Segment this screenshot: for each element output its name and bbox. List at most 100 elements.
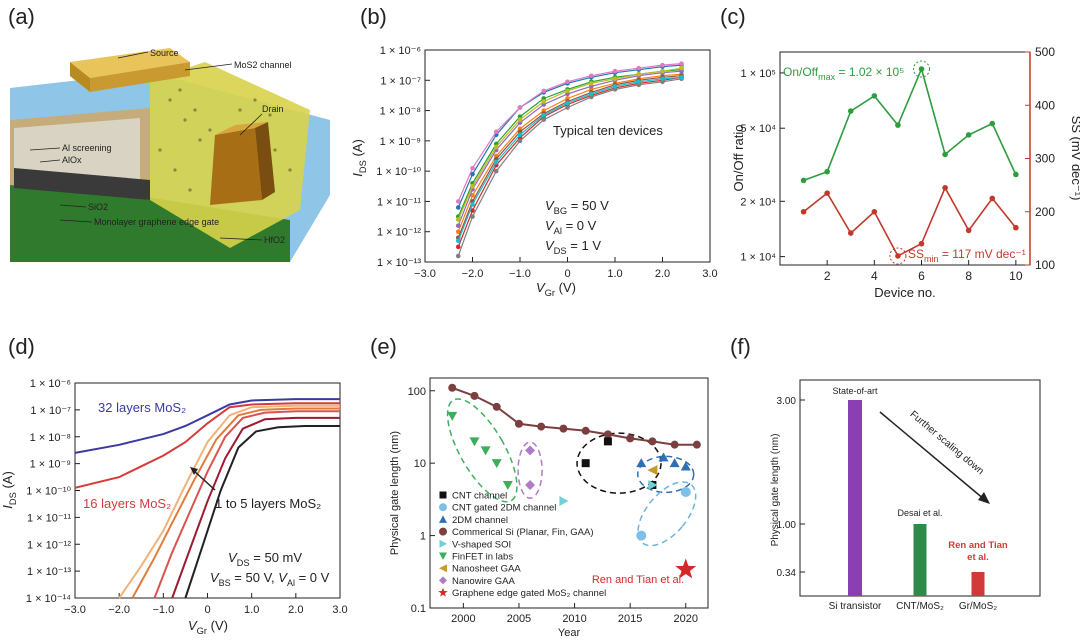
legend-icon-e xyxy=(439,527,447,536)
condition-vbs-d: VBS = 50 V, VAl = 0 V xyxy=(210,570,330,588)
commercial-si-point-e xyxy=(626,434,635,443)
x-tick-label-e: 2020 xyxy=(674,613,698,625)
panel-e-chart: 0.1 1 10 100 2000 2005 2010 2015 2020 Ren and Tia… xyxy=(389,377,709,639)
onoff-point-c xyxy=(942,151,948,158)
category-label-f: Gr/MoS₂ xyxy=(959,601,997,612)
transfer-curve-d xyxy=(74,398,340,454)
data-point-b xyxy=(455,223,461,228)
data-point-b xyxy=(636,79,642,85)
data-point-b xyxy=(679,61,684,66)
bar-f xyxy=(913,524,927,596)
y-tick-label-d: 1 × 10⁻¹³ xyxy=(27,566,71,578)
data-point-b xyxy=(470,165,475,171)
y-axis-label-f: Physical gate length (nm) xyxy=(770,434,781,547)
data-point-b xyxy=(493,129,499,135)
onoff-point-c xyxy=(824,168,830,175)
y-tick-label-b: 1 × 10⁻⁷ xyxy=(380,75,421,87)
y-tick-label-d: 1 × 10⁻⁶ xyxy=(30,378,71,390)
ellipse-cnt-gated-e xyxy=(637,481,697,547)
ss-point-c xyxy=(1013,224,1019,231)
bar-f xyxy=(971,572,985,596)
x-tick-label-c: 4 xyxy=(871,269,878,283)
data-point-b xyxy=(660,62,665,68)
x-axis-label-d: VGr (V) xyxy=(188,618,228,636)
finfet-point-e xyxy=(469,437,480,447)
data-point-b xyxy=(493,159,499,165)
onoff-point-c xyxy=(800,177,807,184)
x-tick-label-c: 10 xyxy=(1009,269,1023,283)
commercial-si-point-e xyxy=(581,426,590,435)
2dm-point-e xyxy=(658,452,669,462)
y-right-tick-label-c: 100 xyxy=(1035,258,1055,272)
plot-frame-e xyxy=(429,377,709,609)
data-point-b xyxy=(455,253,461,259)
y-tick-label-d: 1 × 10⁻¹¹ xyxy=(27,512,71,524)
ellipse-2dm-e xyxy=(636,455,695,494)
commercial-si-point-e xyxy=(492,402,501,411)
y-right-tick-label-c: 400 xyxy=(1035,98,1055,112)
y-tick-label-b: 1 × 10⁻⁹ xyxy=(380,136,421,148)
cnt-gated-point-e xyxy=(680,486,691,497)
panel-d-chart: 1 × 10⁻¹⁴ 1 × 10⁻¹³ 1 × 10⁻¹² 1 × 10⁻¹¹ 1 × … xyxy=(0,378,348,636)
panel-label-d: (d) xyxy=(8,334,35,359)
data-point-b xyxy=(588,73,594,79)
onoff-point-c xyxy=(918,66,925,72)
drain-electrode-top xyxy=(215,122,268,135)
x-axis-label-c: Device no. xyxy=(874,285,935,300)
y-tick-label-d: 1 × 10⁻⁷ xyxy=(30,405,71,417)
finfet-point-e xyxy=(491,459,502,469)
legend-label-e: CNT channel xyxy=(452,491,507,502)
data-point-b xyxy=(517,105,523,110)
label-al-screening: Al screening xyxy=(62,143,112,153)
al-screening-layer xyxy=(14,118,140,180)
y-left-tick-label-c: 1 × 10⁵ xyxy=(741,68,776,80)
x-tick-label-d: 2.0 xyxy=(288,604,303,616)
panel-c-chart: 1 × 10⁴ 2 × 10⁴ 5 × 10⁴ 1 × 10⁵ 100 200 300 400… xyxy=(731,45,1080,300)
category-label-f: CNT/MoS₂ xyxy=(896,601,944,612)
y-tick-label-b: 1 × 10⁻¹² xyxy=(377,227,421,239)
x-tick-label-b: 1.0 xyxy=(607,268,622,280)
data-point-b xyxy=(517,117,523,122)
data-point-b xyxy=(470,202,475,207)
y-right-tick-label-c: 500 xyxy=(1035,45,1055,59)
annotation-b: Typical ten devices xyxy=(553,123,663,138)
ellipse-cnt-e xyxy=(576,432,662,494)
ss-point-c xyxy=(847,230,854,236)
x-tick-label-b: 3.0 xyxy=(702,268,717,280)
y-tick-label-b: 1 × 10⁻¹⁰ xyxy=(376,166,421,178)
y-right-tick-label-c: 200 xyxy=(1035,205,1055,219)
bar-f xyxy=(848,400,862,596)
commercial-si-point-e xyxy=(448,383,457,392)
data-point-b xyxy=(660,76,665,82)
transfer-curve-d xyxy=(171,416,340,599)
data-point-b xyxy=(565,88,570,94)
data-point-b xyxy=(679,65,684,71)
legend-icon-e xyxy=(439,552,447,560)
y-axis-label-e: Physical gate length (nm) xyxy=(389,431,401,555)
data-point-b xyxy=(493,144,499,150)
label-32-layers-d: 32 layers MoS₂ xyxy=(98,400,186,415)
data-point-b xyxy=(517,132,523,138)
data-point-b xyxy=(588,81,594,86)
label-mos2-channel: MoS2 channel xyxy=(234,60,292,70)
ss-point-c xyxy=(942,184,948,191)
y-tick-label-f: 0.34 xyxy=(777,568,797,579)
drain-electrode-side xyxy=(255,122,275,200)
y-left-tick-label-c: 1 × 10⁴ xyxy=(740,252,776,264)
ss-annotation-c: SSmin = 117 mV dec⁻¹ xyxy=(908,247,1026,264)
v-soi-point-e xyxy=(648,479,658,490)
data-point-b xyxy=(660,68,665,74)
data-point-b xyxy=(541,99,547,104)
data-point-b xyxy=(541,112,547,118)
label-1to5-layers-d: 1 to 5 layers MoS₂ xyxy=(215,496,321,511)
data-point-b xyxy=(565,100,570,106)
finfet-point-e xyxy=(502,480,513,490)
source-electrode-top xyxy=(70,48,190,78)
y-left-tick-label-c: 2 × 10⁴ xyxy=(740,196,776,208)
y-tick-label-d: 1 × 10⁻¹² xyxy=(27,539,71,551)
condition-val-b: VAl = 0 V xyxy=(545,218,597,236)
label-sio2: SiO2 xyxy=(88,202,108,212)
cnt-point-e xyxy=(581,459,590,468)
v-soi-point-e xyxy=(559,496,569,507)
panel-b-chart: 1 × 10⁻¹³ 1 × 10⁻¹² 1 × 10⁻¹¹ 1 × 10⁻¹⁰ 1 × … xyxy=(350,45,718,298)
